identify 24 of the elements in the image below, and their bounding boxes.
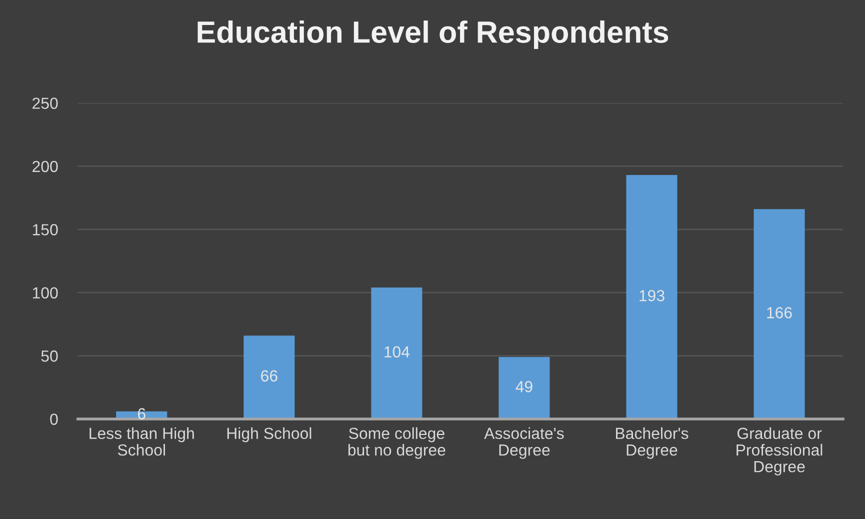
data-label: 49 [516, 381, 532, 392]
y-tick-label: 100 [32, 287, 58, 299]
data-label: 6 [138, 408, 146, 420]
x-tick-label: Associate's Degree [484, 427, 564, 459]
x-tick-label: Less than High School [90, 427, 194, 456]
y-tick-label: 200 [32, 160, 58, 172]
chart-title: Education Level of Respondents [198, 20, 668, 50]
x-tick-label: Bachelor's Degree [616, 427, 688, 459]
data-label: 104 [384, 346, 410, 358]
x-tick-label: Graduate or Professional Degree [736, 427, 822, 476]
data-label: 66 [261, 370, 278, 382]
bar [754, 209, 805, 419]
x-tick-label: Some college but no degree [348, 427, 446, 459]
bar [626, 175, 678, 419]
y-tick-label: 50 [41, 350, 58, 362]
y-tick-label: 150 [32, 224, 58, 236]
data-label: 166 [767, 307, 792, 318]
data-label: 193 [640, 290, 664, 302]
bar [244, 336, 295, 419]
y-tick-label: 0 [50, 414, 58, 425]
bar [371, 288, 422, 419]
bar [498, 357, 550, 419]
x-tick-label: High School [227, 427, 312, 442]
y-tick-label: 250 [32, 98, 58, 109]
